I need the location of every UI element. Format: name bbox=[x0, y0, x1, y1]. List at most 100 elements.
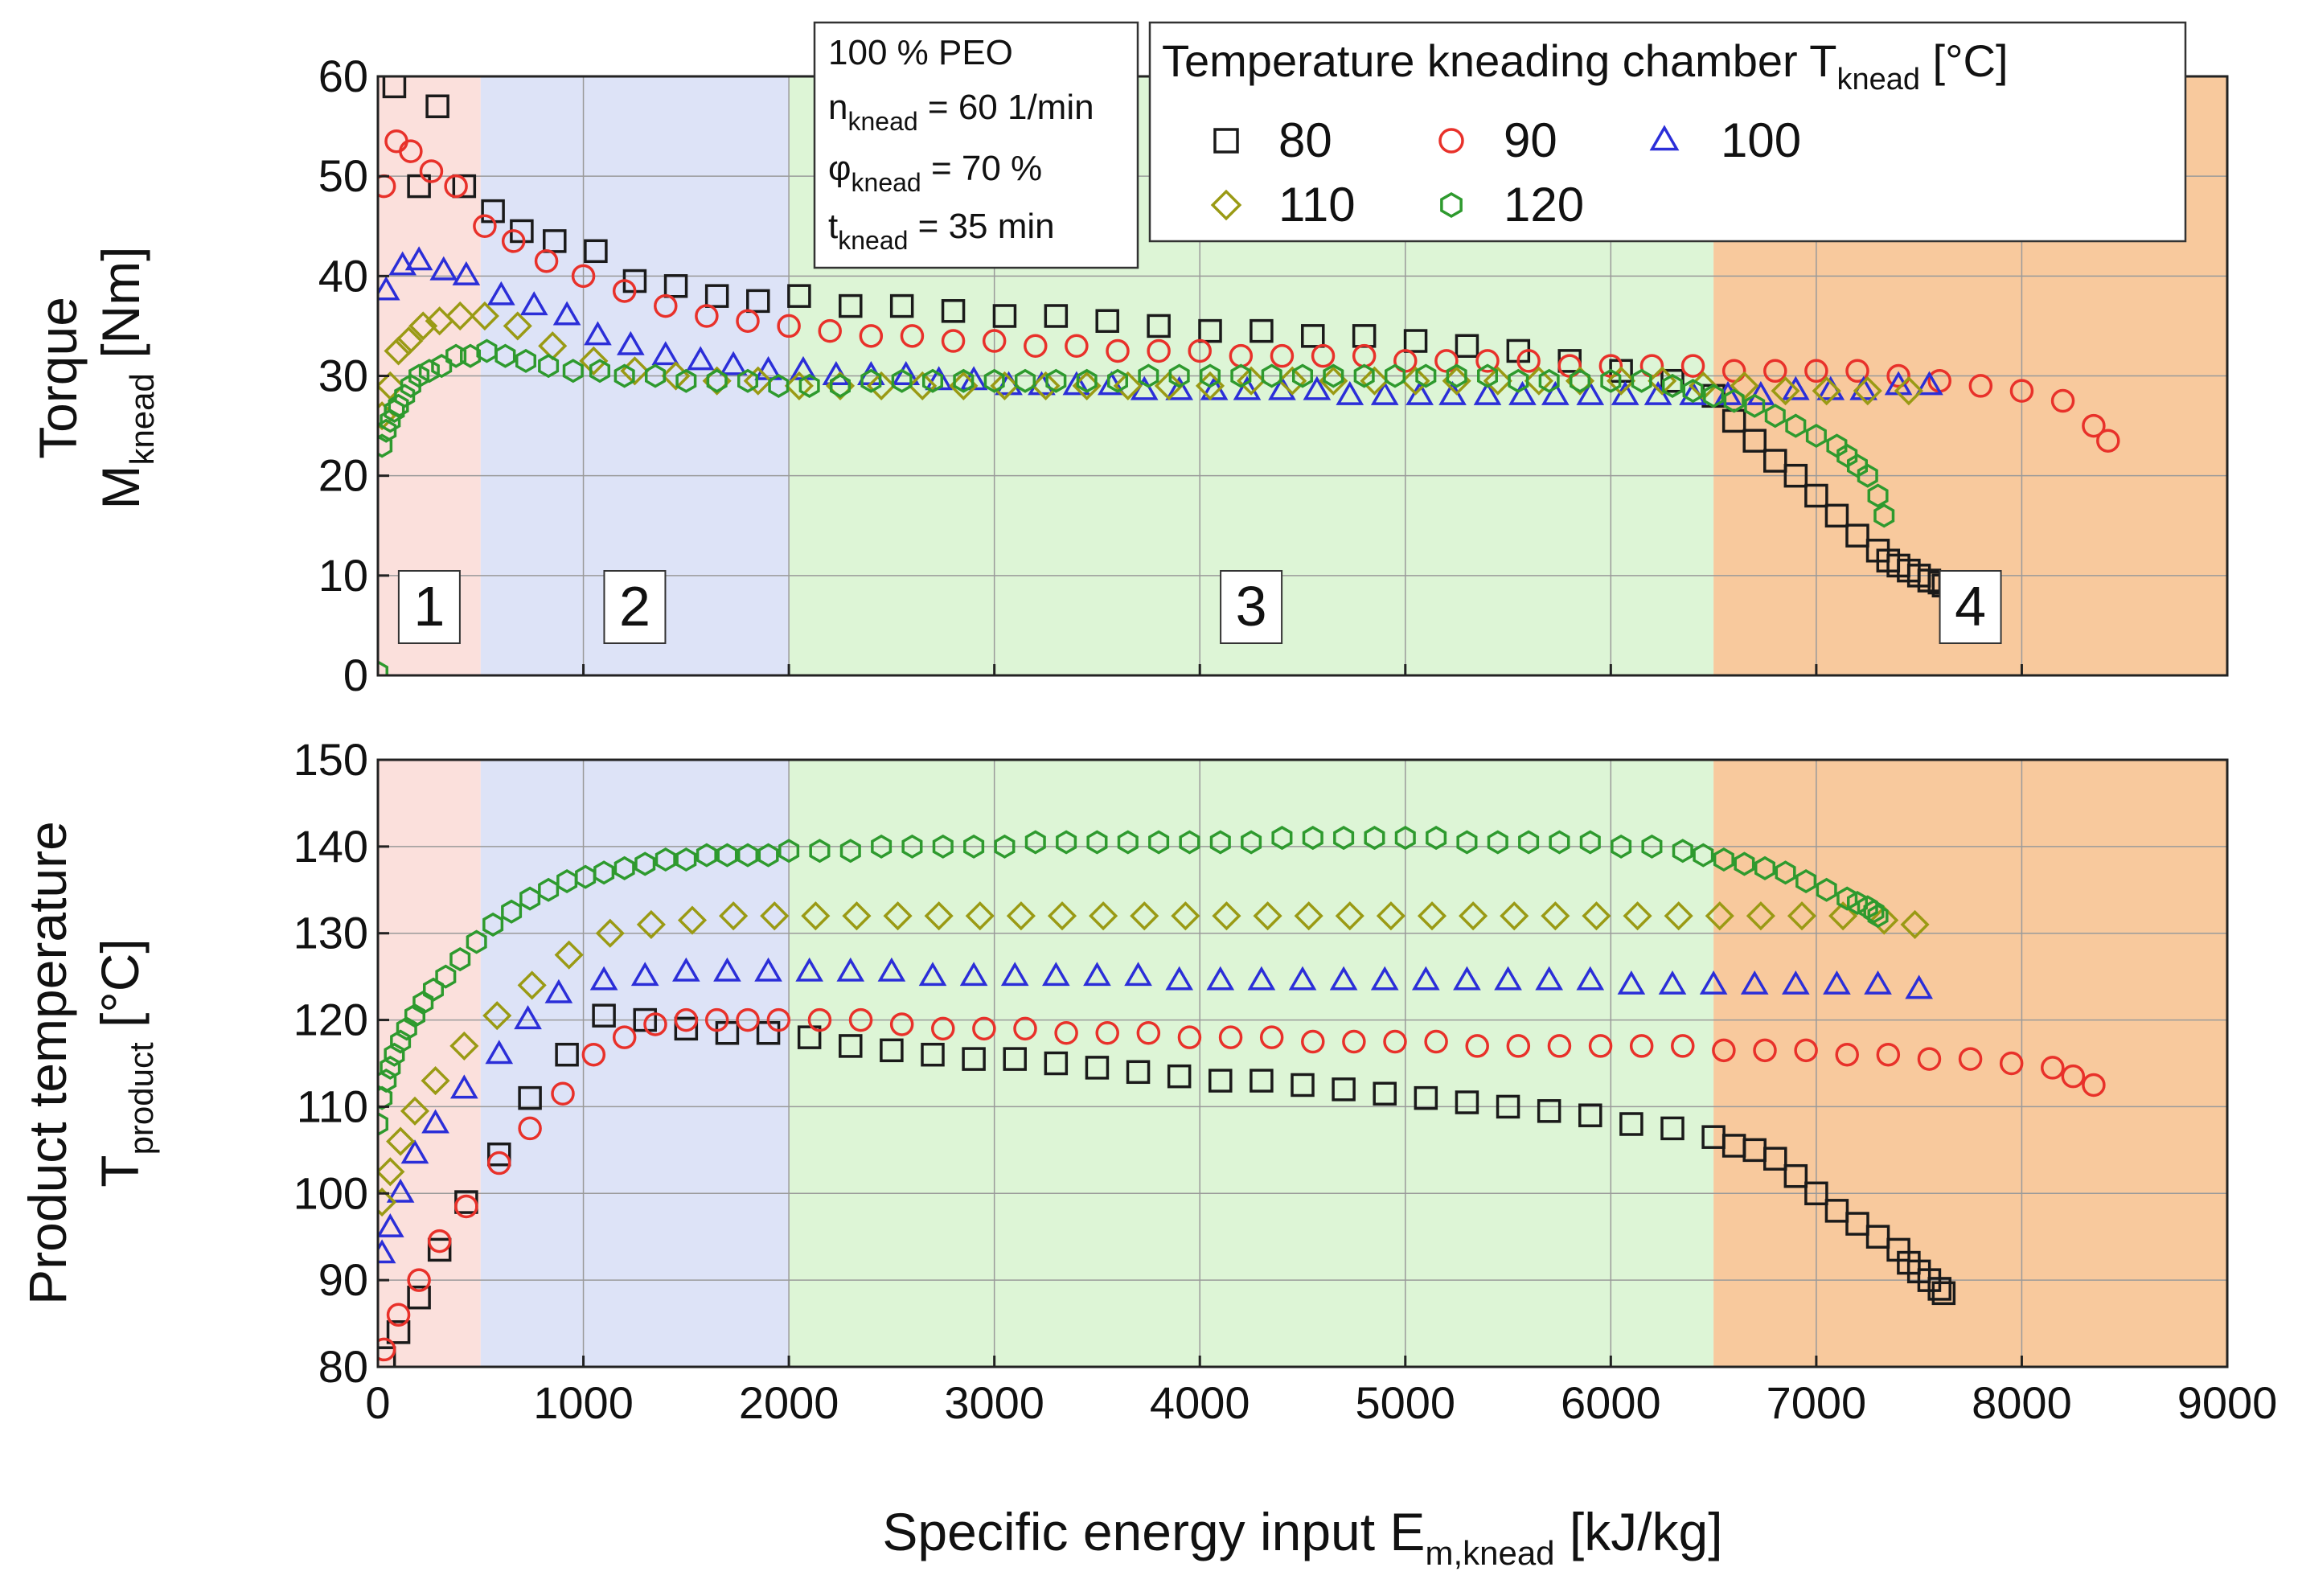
temperature-point-90 bbox=[1794, 1038, 1818, 1063]
region-label-box-4 bbox=[1939, 570, 2002, 644]
temperature-point-120 bbox=[1672, 839, 1693, 864]
torque-point-80 bbox=[1250, 318, 1274, 343]
torque-point-110 bbox=[1360, 366, 1389, 396]
temperature-point-100 bbox=[514, 1005, 542, 1030]
temperature-point-120 bbox=[1024, 830, 1046, 855]
torque-point-110 bbox=[1524, 366, 1553, 396]
torque-point-120 bbox=[1805, 423, 1827, 449]
torque-point-80 bbox=[425, 94, 449, 118]
torque-point-120 bbox=[1744, 393, 1766, 418]
torque-point-110 bbox=[470, 301, 499, 331]
x-tick-label: 6000 bbox=[1561, 1377, 1661, 1428]
temperature-point-110 bbox=[1417, 901, 1447, 931]
temperature-point-100 bbox=[386, 1178, 415, 1203]
x-tick-label: 4000 bbox=[1150, 1377, 1250, 1428]
temperature-point-90 bbox=[1013, 1016, 1037, 1041]
torque-point-120 bbox=[1682, 379, 1704, 404]
torque-point-90 bbox=[1968, 374, 1993, 398]
torque-point-110 bbox=[908, 371, 938, 400]
torque-point-80 bbox=[704, 284, 729, 308]
temperature-point-100 bbox=[630, 962, 659, 987]
x-tick-label: 9000 bbox=[2177, 1377, 2278, 1428]
temperature-point-120 bbox=[1795, 868, 1817, 894]
temperature-point-80 bbox=[1783, 1163, 1808, 1188]
torque-point-120 bbox=[1261, 363, 1282, 388]
temperature-point-90 bbox=[736, 1007, 760, 1032]
torque-point-120 bbox=[1873, 503, 1895, 528]
torque-point-100 bbox=[1576, 380, 1605, 405]
torque-y-tick-label: 0 bbox=[343, 650, 368, 700]
x-title-unit: [kJ/kg] bbox=[1555, 1502, 1723, 1561]
x-tick-label: 5000 bbox=[1355, 1377, 1455, 1428]
x-title-main: Specific energy input E bbox=[882, 1502, 1425, 1561]
info-speed-main: n bbox=[828, 88, 847, 127]
temperature-point-80 bbox=[1619, 1112, 1643, 1136]
x-tick-label: 3000 bbox=[944, 1377, 1044, 1428]
temperature-point-80 bbox=[1804, 1181, 1828, 1206]
torque-point-80 bbox=[452, 174, 477, 199]
torque-point-80 bbox=[1147, 314, 1171, 338]
temperature-point-110 bbox=[842, 901, 872, 931]
temperature-point-120 bbox=[1209, 830, 1231, 855]
torque-point-120 bbox=[1857, 463, 1878, 488]
torque-y-tick-label: 30 bbox=[318, 351, 368, 401]
temperature-point-80 bbox=[1209, 1069, 1233, 1093]
temperature-point-120 bbox=[1333, 826, 1355, 851]
torque-point-110 bbox=[1237, 366, 1266, 396]
torque-point-120 bbox=[953, 368, 975, 393]
temperature-point-100 bbox=[1083, 962, 1111, 987]
region-label-1: 1 bbox=[413, 575, 445, 638]
legend-frame bbox=[1148, 21, 2187, 243]
torque-point-100 bbox=[1473, 380, 1502, 405]
torque-point-90 bbox=[571, 264, 596, 289]
x-tick-label: 2000 bbox=[739, 1377, 839, 1428]
temperature-point-100 bbox=[1041, 962, 1070, 987]
temperature-point-80 bbox=[1126, 1060, 1151, 1085]
torque-point-100 bbox=[1233, 375, 1262, 400]
torque-point-120 bbox=[1703, 384, 1725, 408]
temperature-point-90 bbox=[766, 1007, 791, 1032]
temperature-point-100 bbox=[1206, 966, 1235, 991]
torque-point-120 bbox=[1045, 368, 1067, 393]
torque-point-120 bbox=[394, 384, 416, 408]
temperature-point-120 bbox=[1394, 826, 1416, 851]
info-box-frame bbox=[813, 21, 1139, 269]
torque-y-tick-label: 20 bbox=[318, 450, 368, 501]
torque-point-110 bbox=[394, 326, 424, 356]
temperature-y-tick-label: 80 bbox=[318, 1341, 368, 1392]
temperature-point-120 bbox=[655, 847, 676, 872]
torque-point-90 bbox=[654, 293, 678, 318]
temperature-point-120 bbox=[1426, 826, 1447, 851]
temperature-point-100 bbox=[378, 1239, 396, 1264]
region-label-box-1 bbox=[397, 570, 461, 644]
temperature-point-80 bbox=[633, 1007, 657, 1032]
temperature-point-80 bbox=[880, 1038, 904, 1063]
torque-point-90 bbox=[859, 324, 884, 348]
torque-point-90 bbox=[1516, 349, 1541, 373]
temperature-point-110 bbox=[677, 905, 708, 935]
temperature-point-110 bbox=[924, 901, 954, 931]
torque-point-100 bbox=[1781, 375, 1810, 400]
temperature-point-100 bbox=[713, 957, 741, 982]
temperature-point-110 bbox=[386, 1126, 416, 1156]
temperature-point-90 bbox=[1753, 1038, 1777, 1063]
temperature-point-100 bbox=[1288, 966, 1317, 991]
parameter-info-box: 100 % PEO nknead = 60 1/min φknead = 70 … bbox=[813, 21, 1139, 269]
temperature-point-110 bbox=[595, 918, 625, 948]
temperature-point-110 bbox=[1869, 905, 1899, 935]
info-time-sub: knead bbox=[838, 226, 908, 255]
temperature-point-120 bbox=[1775, 860, 1796, 885]
temperature-data-points bbox=[378, 826, 2106, 1367]
temperature-point-120 bbox=[593, 860, 615, 885]
torque-point-90 bbox=[2009, 379, 2034, 403]
torque-point-90 bbox=[1147, 338, 1171, 363]
torque-point-120 bbox=[459, 343, 482, 368]
temperature-y-tick-label: 150 bbox=[293, 734, 368, 785]
temperature-point-90 bbox=[1136, 1021, 1161, 1045]
temperature-point-120 bbox=[778, 839, 800, 864]
torque-point-80 bbox=[746, 289, 770, 314]
temperature-point-120 bbox=[839, 839, 861, 864]
torque-point-80 bbox=[543, 229, 567, 253]
temperature-point-110 bbox=[378, 1187, 397, 1217]
torque-y-main: M bbox=[91, 466, 150, 510]
